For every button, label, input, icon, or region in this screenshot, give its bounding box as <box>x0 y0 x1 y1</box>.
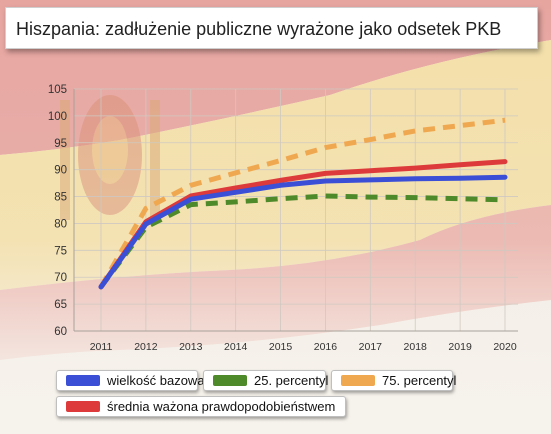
y-tick-label: 95 <box>54 138 67 150</box>
legend-label-weighted: średnia ważona prawdopodobieństwem <box>107 399 336 414</box>
x-tick-label: 2012 <box>134 341 158 353</box>
series-line-p25 <box>99 193 506 289</box>
x-tick-label: 2015 <box>269 341 293 353</box>
y-tick-label: 75 <box>54 245 67 257</box>
legend-label-p25: 25. percentyl <box>254 373 329 388</box>
series-line-baseline <box>98 174 508 290</box>
legend-label-p75: 75. percentyl <box>382 373 457 388</box>
y-tick-label: 90 <box>54 165 67 177</box>
y-tick-label: 65 <box>54 299 67 311</box>
legend-item-p25: 25. percentyl <box>203 370 329 391</box>
series-lines <box>98 117 508 290</box>
legend-item-weighted: średnia ważona prawdopodobieństwem <box>56 396 346 417</box>
y-tick-label: 100 <box>48 111 67 123</box>
series-line-p75 <box>98 117 506 289</box>
x-tick-label: 2016 <box>314 341 338 353</box>
legend-item-p75: 75. percentyl <box>331 370 457 391</box>
y-tick-label: 60 <box>54 326 67 338</box>
x-tick-label: 2018 <box>404 341 428 353</box>
y-tick-label: 80 <box>54 218 67 230</box>
x-tick-label: 2017 <box>359 341 383 353</box>
chart-title: Hiszpania: zadłużenie publiczne wyrażone… <box>16 19 502 39</box>
y-tick-label: 85 <box>54 192 67 204</box>
chart-title-box: Hiszpania: zadłużenie publiczne wyrażone… <box>5 7 538 49</box>
legend-swatch-p25 <box>213 375 247 386</box>
x-tick-label: 2011 <box>90 341 113 353</box>
legend-swatch-baseline <box>66 375 100 386</box>
legend-swatch-weighted <box>66 401 100 412</box>
y-axis-ticks: 60 65 70 75 80 85 90 95 100 105 <box>48 84 67 338</box>
legend-item-baseline: wielkość bazowa <box>56 370 205 391</box>
x-tick-label: 2013 <box>179 341 203 353</box>
x-tick-label: 2019 <box>448 341 472 353</box>
x-axis-ticks: 2011 2012 2013 2014 2015 2016 2017 2018 2019 2020 <box>90 341 517 353</box>
legend-swatch-p75 <box>341 375 375 386</box>
y-tick-label: 70 <box>54 272 67 284</box>
x-tick-label: 2014 <box>224 341 248 353</box>
x-tick-label: 2020 <box>493 341 517 353</box>
grid-lines <box>73 88 518 332</box>
legend-label-baseline: wielkość bazowa <box>107 373 205 388</box>
y-tick-label: 105 <box>48 84 67 96</box>
